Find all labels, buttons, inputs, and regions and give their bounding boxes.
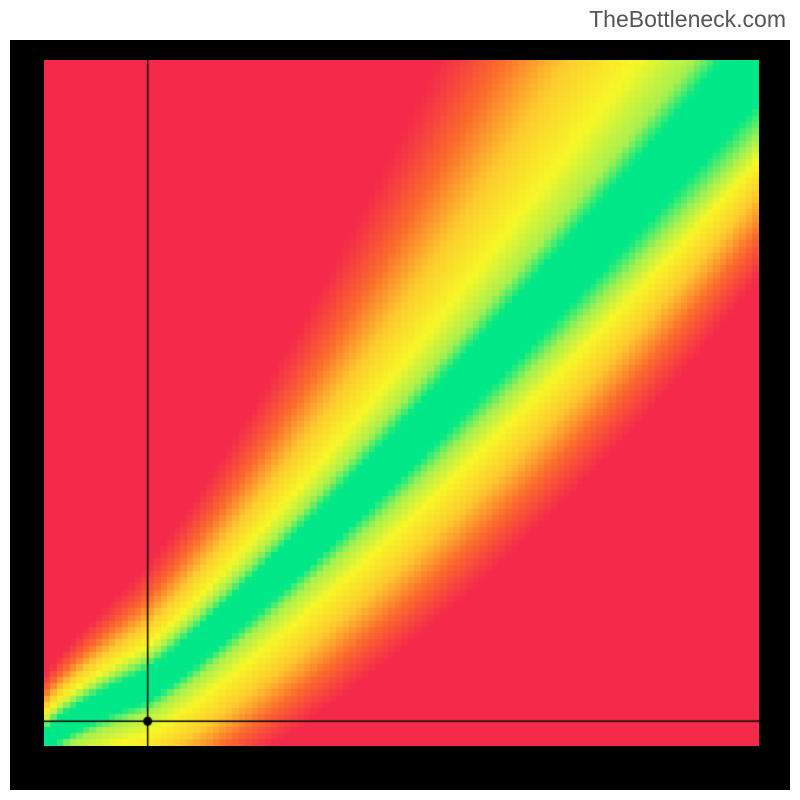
chart-frame bbox=[10, 40, 790, 790]
bottleneck-heatmap bbox=[44, 60, 759, 746]
chart-container: TheBottleneck.com bbox=[0, 0, 800, 800]
watermark-text: TheBottleneck.com bbox=[589, 6, 786, 33]
